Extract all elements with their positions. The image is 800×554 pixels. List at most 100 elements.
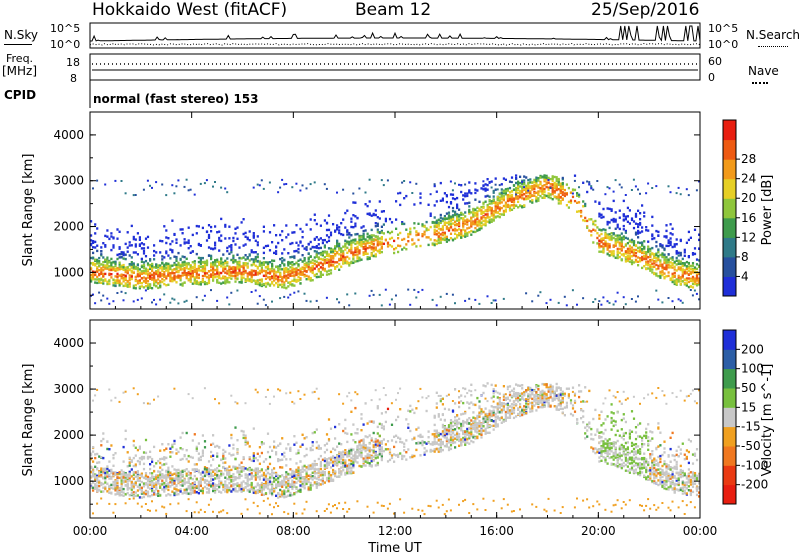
data-pixel <box>104 245 107 248</box>
data-pixel <box>92 450 95 453</box>
data-pixel <box>612 245 615 248</box>
data-pixel <box>218 263 221 266</box>
data-pixel <box>689 271 692 274</box>
data-pixel <box>108 265 111 268</box>
data-pixel <box>309 218 312 221</box>
data-pixel <box>525 186 528 190</box>
data-pixel <box>336 242 339 245</box>
data-pixel <box>132 444 135 447</box>
data-pixel <box>590 234 593 237</box>
nsky-panel-frame <box>89 22 701 49</box>
data-pixel <box>236 237 239 240</box>
data-pixel <box>173 268 176 271</box>
data-pixel <box>134 471 137 474</box>
data-pixel <box>120 483 123 486</box>
data-pixel <box>637 241 640 244</box>
data-pixel <box>138 487 141 490</box>
data-pixel <box>376 249 379 253</box>
data-pixel <box>427 228 430 231</box>
data-pixel <box>232 267 235 270</box>
data-pixel <box>437 227 440 230</box>
data-pixel <box>102 486 105 489</box>
data-pixel <box>132 262 135 265</box>
data-pixel <box>236 277 239 280</box>
data-pixel <box>220 481 223 485</box>
data-pixel <box>142 491 146 494</box>
data-pixel <box>486 183 489 187</box>
data-pixel <box>246 237 249 241</box>
data-pixel <box>197 267 200 270</box>
data-pixel <box>443 236 446 239</box>
data-pixel <box>338 259 341 262</box>
data-pixel <box>173 493 176 497</box>
data-pixel <box>130 224 133 228</box>
data-pixel <box>120 264 123 267</box>
data-pixel <box>413 288 416 291</box>
data-pixel <box>634 258 638 262</box>
data-pixel <box>177 263 180 267</box>
data-pixel <box>624 218 627 221</box>
data-pixel <box>492 195 495 198</box>
data-pixel <box>181 470 184 474</box>
data-pixel <box>441 199 444 202</box>
data-pixel <box>386 230 390 234</box>
data-pixel <box>264 261 268 264</box>
data-pixel <box>203 440 207 443</box>
data-pixel <box>92 263 95 266</box>
data-pixel <box>458 232 461 235</box>
data-pixel <box>218 230 221 233</box>
data-pixel <box>632 241 636 244</box>
data-pixel <box>230 246 233 249</box>
data-pixel <box>429 214 432 217</box>
data-pixel <box>561 186 564 190</box>
data-pixel <box>661 301 664 304</box>
data-pixel <box>332 248 335 251</box>
data-pixel <box>641 241 644 244</box>
data-pixel <box>374 213 377 217</box>
data-pixel <box>151 274 154 277</box>
data-pixel <box>348 243 351 246</box>
data-pixel <box>283 268 286 272</box>
data-pixel <box>254 257 257 261</box>
data-pixel <box>539 176 542 179</box>
data-pixel <box>191 273 194 276</box>
data-pixel <box>598 212 601 215</box>
data-pixel <box>622 252 625 256</box>
data-pixel <box>191 456 194 459</box>
data-pixel <box>212 263 215 266</box>
data-pixel <box>112 267 115 270</box>
data-pixel <box>189 268 192 271</box>
data-pixel <box>122 479 125 482</box>
data-pixel <box>232 260 235 264</box>
data-pixel <box>268 249 272 252</box>
cpid-value: normal (fast stereo) 153 <box>93 92 259 106</box>
data-pixel <box>358 258 361 261</box>
data-pixel <box>246 272 249 275</box>
data-pixel <box>226 489 229 492</box>
data-pixel <box>189 280 192 283</box>
data-pixel <box>228 252 231 255</box>
data-pixel <box>138 244 141 247</box>
data-pixel <box>515 188 518 192</box>
data-pixel <box>482 211 485 215</box>
data-pixel <box>248 272 251 276</box>
nave-tick-high: 60 <box>708 55 722 68</box>
data-pixel <box>254 271 257 275</box>
data-pixel <box>94 302 97 305</box>
data-pixel <box>517 191 520 194</box>
data-pixel <box>439 233 442 236</box>
data-pixel <box>94 240 97 244</box>
data-pixel <box>207 469 211 472</box>
data-pixel <box>535 178 538 182</box>
data-pixel <box>695 267 699 271</box>
data-pixel <box>153 489 156 493</box>
data-pixel <box>224 187 227 190</box>
data-pixel <box>350 234 353 237</box>
data-pixel <box>226 261 229 264</box>
data-pixel <box>521 206 524 209</box>
data-pixel <box>130 475 133 478</box>
data-pixel <box>134 491 137 494</box>
data-pixel <box>132 271 135 274</box>
data-pixel <box>191 468 194 471</box>
data-pixel <box>159 470 162 474</box>
